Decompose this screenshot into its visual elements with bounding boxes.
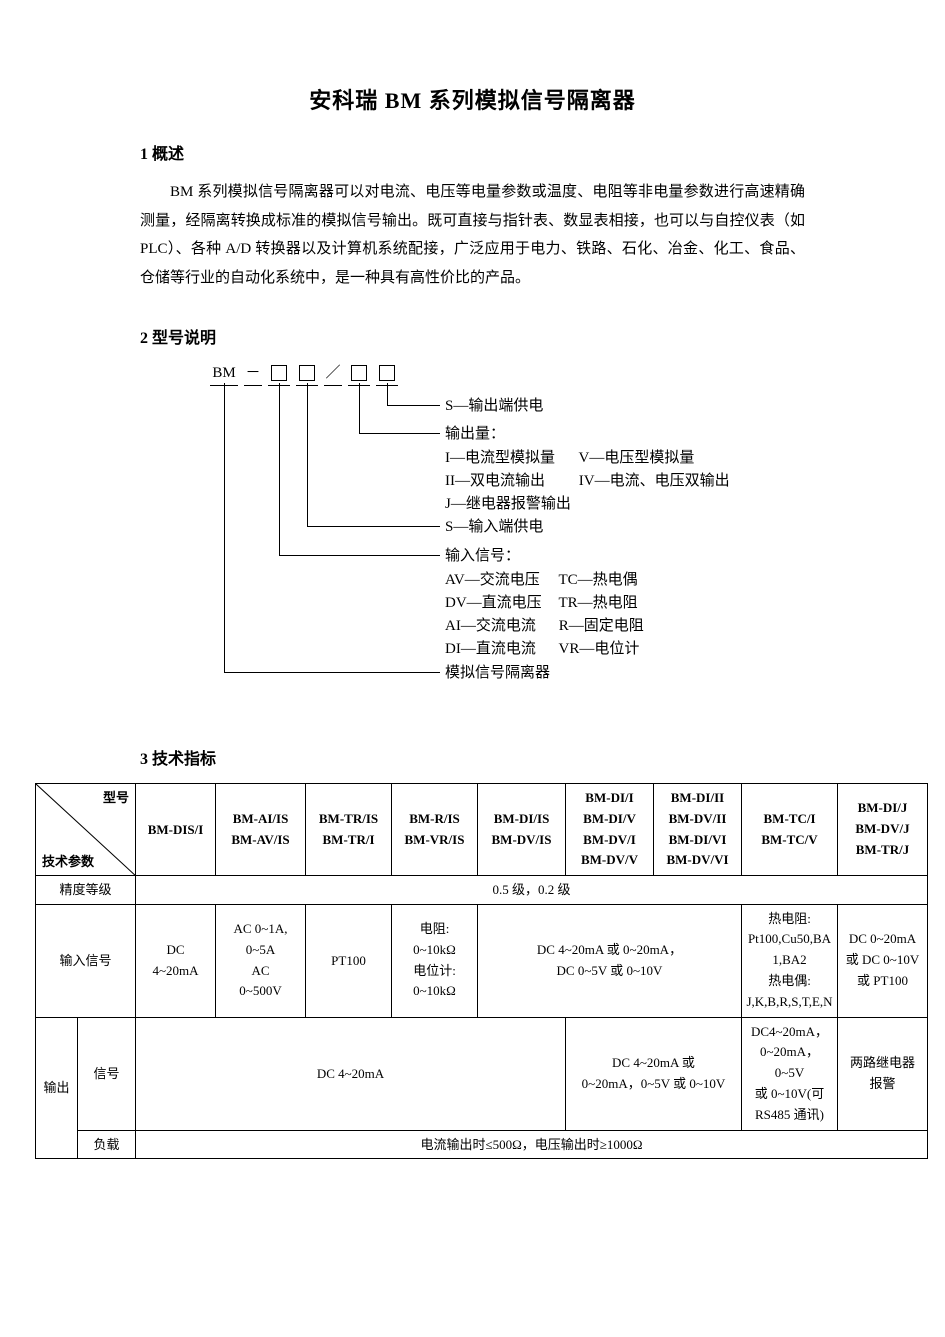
page-title: 安科瑞 BM 系列模拟信号隔离器 <box>140 80 805 122</box>
anno-in-DI: DI—直流电流 <box>445 639 555 660</box>
corner-bottom-label: 技术参数 <box>42 852 94 872</box>
corner-top-label: 型号 <box>103 788 129 808</box>
table-row: 型号 技术参数 BM-DIS/I BM-AI/ISBM-AV/IS BM-TR/… <box>36 783 928 875</box>
col-header: BM-TR/ISBM-TR/I <box>306 783 392 875</box>
anno-in-R: R—固定电阻 <box>559 618 644 634</box>
input-c1: DC4~20mA <box>136 904 216 1017</box>
input-c5-7: DC 4~20mA 或 0~20mA，DC 0~5V 或 0~10V <box>478 904 742 1017</box>
col-header: BM-DI/JBM-DV/JBM-TR/J <box>838 783 928 875</box>
anno-out-V: V—电压型模拟量 <box>578 450 694 466</box>
output-signal-c6-7: DC 4~20mA 或0~20mA，0~5V 或 0~10V <box>566 1017 742 1130</box>
row-label-input: 输入信号 <box>36 904 136 1017</box>
anno-out-I: I—电流型模拟量 <box>445 448 575 469</box>
output-signal-c9: 两路继电器报警 <box>838 1017 928 1130</box>
col-header: BM-DIS/I <box>136 783 216 875</box>
col-header: BM-DI/ISBM-DV/IS <box>478 783 566 875</box>
table-row: 精度等级 0.5 级，0.2 级 <box>36 876 928 905</box>
code-box-output-power <box>379 365 395 381</box>
anno-output-power: S—输出端供电 <box>445 396 543 417</box>
input-c4: 电阻:0~10kΩ电位计:0~10kΩ <box>392 904 478 1017</box>
col-header: BM-TC/IBM-TC/V <box>742 783 838 875</box>
anno-in-AI: AI—交流电流 <box>445 616 555 637</box>
code-box-output <box>351 365 367 381</box>
anno-base: 模拟信号隔离器 <box>445 663 550 684</box>
input-c8: 热电阻:Pt100,Cu50,BA1,BA2热电偶:J,K,B,R,S,T,E,… <box>742 904 838 1017</box>
overview-paragraph: BM 系列模拟信号隔离器可以对电流、电压等电量参数或温度、电阻等非电量参数进行高… <box>140 178 805 292</box>
output-signal-c1-5: DC 4~20mA <box>136 1017 566 1130</box>
spec-table: 型号 技术参数 BM-DIS/I BM-AI/ISBM-AV/IS BM-TR/… <box>35 783 928 1159</box>
row-label-output-load: 负载 <box>78 1130 136 1159</box>
anno-input-heading: 输入信号： <box>445 546 520 567</box>
code-dash: － <box>244 363 262 386</box>
section-heading-spec: 3 技术指标 <box>140 745 805 775</box>
output-load-value: 电流输出时≤500Ω，电压输出时≥1000Ω <box>136 1130 928 1159</box>
code-box-input <box>271 365 287 381</box>
row-label-output-signal: 信号 <box>78 1017 136 1130</box>
anno-in-TR: TR—热电阻 <box>558 595 637 611</box>
col-header: BM-DI/IIBM-DV/IIBM-DI/VIBM-DV/VI <box>654 783 742 875</box>
table-row: 负载 电流输出时≤500Ω，电压输出时≥1000Ω <box>36 1130 928 1159</box>
anno-out-II: II—双电流输出 <box>445 471 575 492</box>
anno-out-J: J—继电器报警输出 <box>445 494 571 515</box>
row-label-accuracy: 精度等级 <box>36 876 136 905</box>
table-row: 输出 信号 DC 4~20mA DC 4~20mA 或0~20mA，0~5V 或… <box>36 1017 928 1130</box>
input-c2: AC 0~1A,0~5AAC0~500V <box>216 904 306 1017</box>
anno-in-VR: VR—电位计 <box>558 641 639 657</box>
model-code-diagram: BM － ／ <box>140 363 805 733</box>
input-c3: PT100 <box>306 904 392 1017</box>
input-c9: DC 0~20mA或 DC 0~10V或 PT100 <box>838 904 928 1017</box>
col-header: BM-DI/IBM-DI/VBM-DV/IBM-DV/V <box>566 783 654 875</box>
anno-output-heading: 输出量： <box>445 424 505 445</box>
anno-in-TC: TC—热电偶 <box>558 572 637 588</box>
corner-cell: 型号 技术参数 <box>36 783 136 875</box>
anno-in-DV: DV—直流电压 <box>445 593 555 614</box>
code-box-input-power <box>299 365 315 381</box>
anno-out-IV: IV—电流、电压双输出 <box>579 473 730 489</box>
code-slash: ／ <box>324 363 342 386</box>
section-heading-model: 2 型号说明 <box>140 324 805 354</box>
anno-in-AV: AV—交流电压 <box>445 570 555 591</box>
output-signal-c8: DC4~20mA，0~20mA，0~5V或 0~10V(可RS485 通讯) <box>742 1017 838 1130</box>
accuracy-value: 0.5 级，0.2 级 <box>136 876 928 905</box>
anno-input-power: S—输入端供电 <box>445 517 543 538</box>
table-row: 输入信号 DC4~20mA AC 0~1A,0~5AAC0~500V PT100… <box>36 904 928 1017</box>
col-header: BM-R/ISBM-VR/IS <box>392 783 478 875</box>
section-heading-overview: 1 概述 <box>140 140 805 170</box>
col-header: BM-AI/ISBM-AV/IS <box>216 783 306 875</box>
row-label-output-group: 输出 <box>36 1017 78 1158</box>
